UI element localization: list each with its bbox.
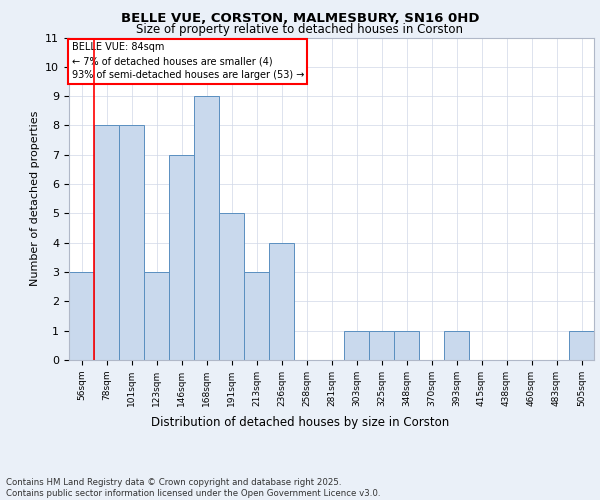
Bar: [94, 126, 119, 360]
Bar: [394, 330, 419, 360]
Text: Distribution of detached houses by size in Corston: Distribution of detached houses by size …: [151, 416, 449, 429]
Bar: [344, 330, 369, 360]
Bar: [244, 272, 269, 360]
Bar: [119, 126, 144, 360]
Bar: [369, 330, 394, 360]
Bar: [169, 155, 194, 360]
Bar: [194, 96, 219, 360]
Bar: [69, 272, 94, 360]
Bar: [569, 330, 594, 360]
Text: BELLE VUE: 84sqm
← 7% of detached houses are smaller (4)
93% of semi-detached ho: BELLE VUE: 84sqm ← 7% of detached houses…: [71, 42, 304, 80]
Text: Contains HM Land Registry data © Crown copyright and database right 2025.
Contai: Contains HM Land Registry data © Crown c…: [6, 478, 380, 498]
Text: BELLE VUE, CORSTON, MALMESBURY, SN16 0HD: BELLE VUE, CORSTON, MALMESBURY, SN16 0HD: [121, 12, 479, 26]
Bar: [444, 330, 469, 360]
Bar: [144, 272, 169, 360]
Text: Size of property relative to detached houses in Corston: Size of property relative to detached ho…: [137, 24, 464, 36]
Y-axis label: Number of detached properties: Number of detached properties: [30, 111, 40, 286]
Bar: [219, 214, 244, 360]
Bar: [269, 242, 294, 360]
